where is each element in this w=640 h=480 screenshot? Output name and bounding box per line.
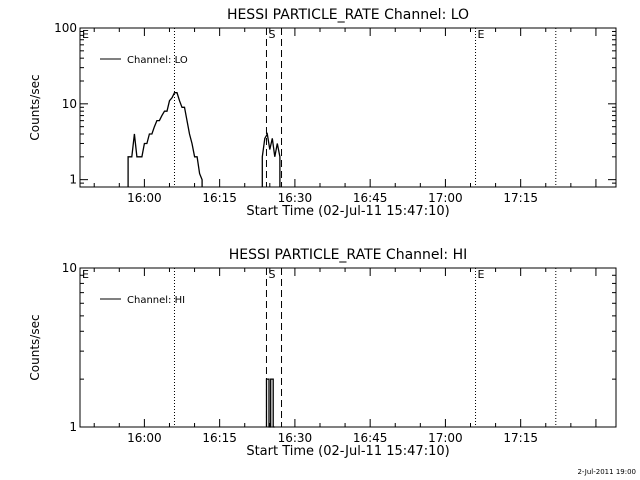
data-series-line (265, 378, 275, 428)
data-series-line (261, 132, 281, 187)
x-axis-label: Start Time (02-Jul-11 15:47:10) (246, 204, 449, 219)
marker-label: E (478, 28, 485, 41)
y-tick-label: 10 (62, 261, 77, 275)
x-tick-label: 16:45 (353, 191, 388, 205)
y-tick-label: 10 (62, 97, 77, 111)
legend-label: Channel: HI (127, 295, 185, 306)
plot-frame (79, 267, 617, 428)
y-axis-label: Counts/sec (28, 314, 42, 380)
legend: Channel: LO (100, 55, 188, 66)
marker-label: S (268, 268, 275, 281)
x-tick-label: 17:00 (428, 191, 463, 205)
footer-date-stamp: 2-Jul-2011 19:00 (577, 468, 636, 476)
x-tick-label: 17:15 (503, 431, 538, 445)
marker-label: S (268, 28, 275, 41)
x-tick-label: 16:30 (278, 431, 313, 445)
x-tick-label: 16:15 (202, 431, 237, 445)
marker-label: E (82, 268, 89, 281)
marker-label: E (478, 268, 485, 281)
y-axis-label: Counts/sec (28, 74, 42, 140)
x-tick-label: 16:45 (353, 431, 388, 445)
y-tick-label: 1 (69, 420, 77, 434)
y-tick-label: 1 (69, 173, 77, 187)
x-tick-label: 16:00 (127, 431, 162, 445)
x-axis-label: Start Time (02-Jul-11 15:47:10) (246, 444, 449, 459)
chart-title: HESSI PARTICLE_RATE Channel: LO (227, 7, 469, 23)
data-series-line (127, 92, 203, 187)
x-tick-label: 16:00 (127, 191, 162, 205)
x-tick-label: 17:15 (503, 191, 538, 205)
x-tick-label: 16:30 (278, 191, 313, 205)
y-tick-label: 100 (54, 21, 77, 35)
legend: Channel: HI (100, 295, 185, 306)
chart-panel-2: HESSI PARTICLE_RATE Channel: HI 16:00 16:1… (28, 247, 617, 459)
plot-frame (79, 27, 617, 188)
chart-panel-1: HESSI PARTICLE_RATE Channel: LO 16:00 16:1… (28, 7, 617, 219)
marker-label: E (82, 28, 89, 41)
legend-label: Channel: LO (127, 55, 188, 66)
chart-title: HESSI PARTICLE_RATE Channel: HI (229, 247, 467, 263)
x-tick-label: 16:15 (202, 191, 237, 205)
x-tick-label: 17:00 (428, 431, 463, 445)
